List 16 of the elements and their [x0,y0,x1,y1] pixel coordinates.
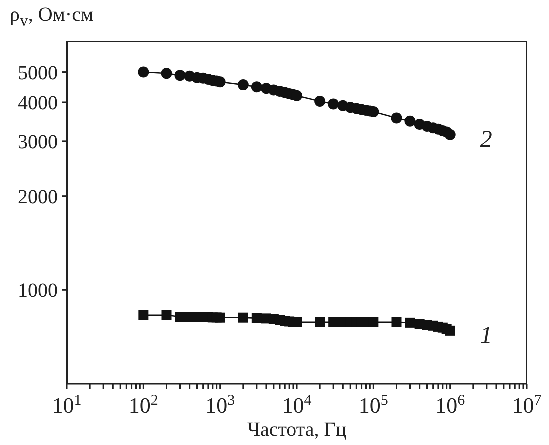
series-label: 1 [480,322,492,349]
x-tick-label: 10$^{5}$ [358,393,388,418]
x-tick-label: 10$^{1}$ [52,393,82,418]
y-axis-title: ρ$_{v}$, Ом·см [10,4,94,31]
y-tick-label: 5000 [18,62,58,84]
x-tick-label: 10$^{4}$ [282,393,312,418]
x-tick-label: 10$^{3}$ [206,393,236,418]
x-tick-label: 10$^{2}$ [128,393,158,418]
x-tick-label: 10$^{7}$ [512,393,542,418]
y-tick-label: 3000 [18,131,58,154]
y-tick-label: 1000 [18,280,58,302]
series-label: 2 [480,126,492,153]
x-axis-title: Частота, Гц [246,419,348,442]
y-tick-label: 2000 [18,186,58,208]
y-tick-label: 4000 [18,92,58,114]
x-tick-label: 10$^{6}$ [436,393,466,418]
